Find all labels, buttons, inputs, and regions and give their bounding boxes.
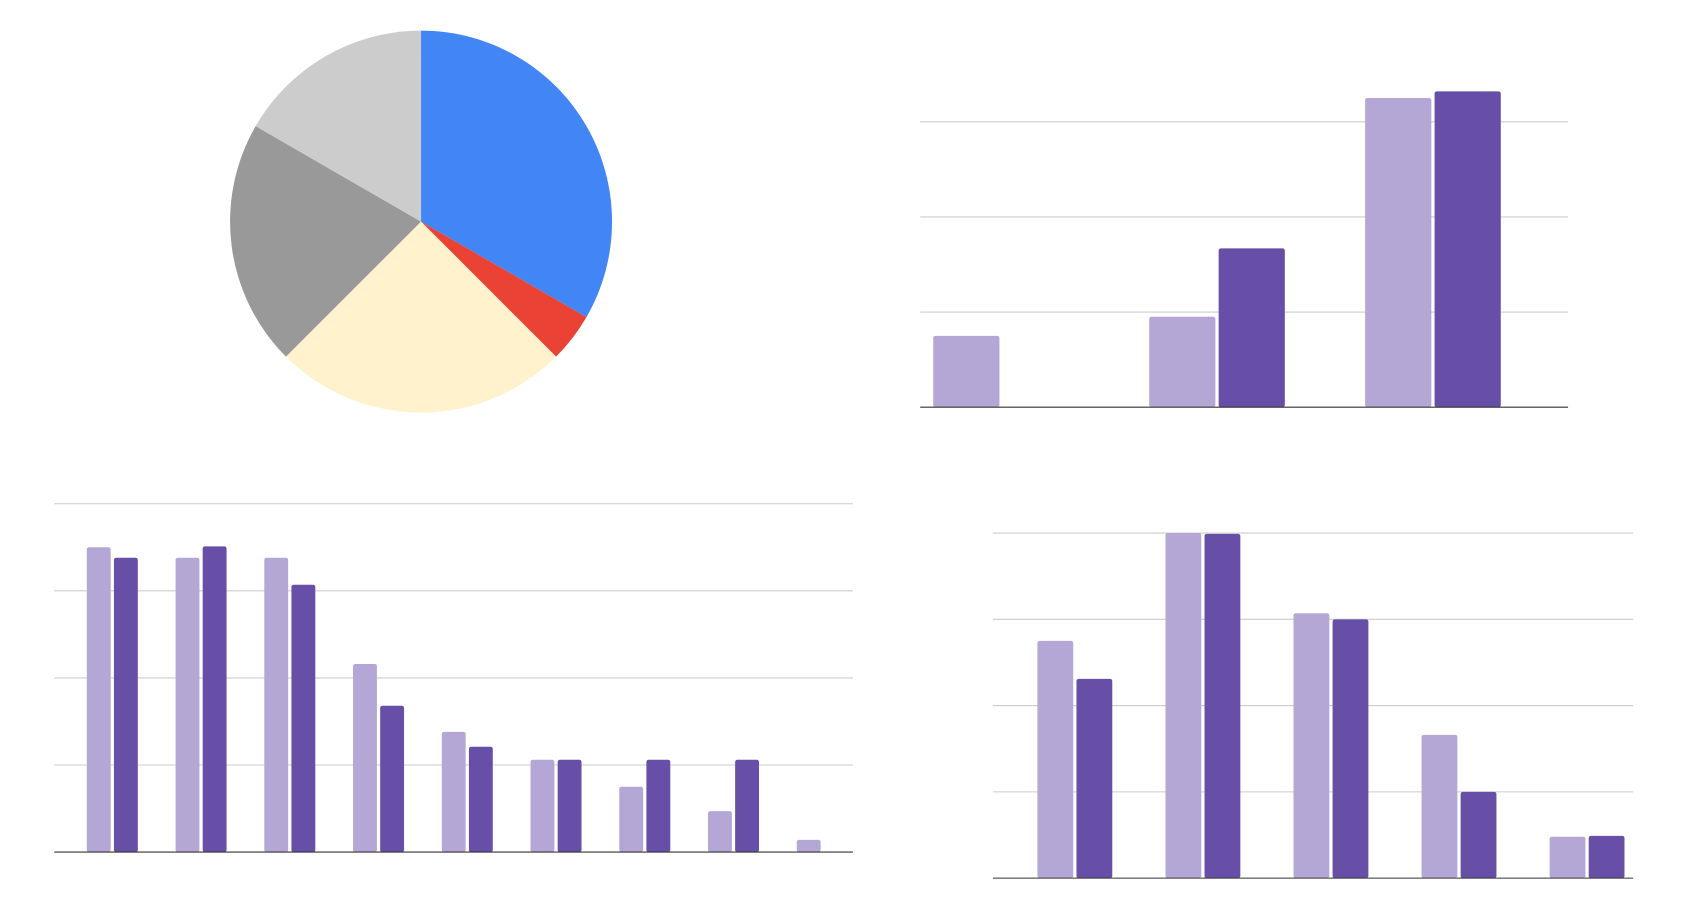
bar <box>796 839 821 853</box>
pie-slice <box>230 126 422 357</box>
bar <box>530 759 555 853</box>
bar <box>1588 835 1625 879</box>
bar <box>735 759 760 853</box>
bar <box>468 746 493 853</box>
bar <box>1037 640 1074 879</box>
bar <box>557 759 582 853</box>
bar <box>380 705 405 853</box>
bar <box>202 546 227 853</box>
bar <box>1421 734 1458 879</box>
bar <box>291 584 316 853</box>
pie-slice <box>421 30 613 318</box>
bar <box>175 557 200 853</box>
bar <box>1218 248 1285 408</box>
bar <box>113 557 138 853</box>
bar <box>353 663 377 853</box>
bar <box>619 786 644 853</box>
bar <box>1332 619 1369 879</box>
bar <box>1165 533 1202 879</box>
bar <box>1293 613 1330 879</box>
bar <box>1365 98 1432 408</box>
bar <box>1434 91 1501 408</box>
bar <box>933 335 1000 408</box>
bar <box>441 731 466 853</box>
pie-slice <box>421 221 587 357</box>
bar <box>1149 316 1216 408</box>
bar <box>1076 678 1113 879</box>
bar <box>264 557 289 853</box>
bar <box>86 547 111 853</box>
pie-slice <box>255 30 422 222</box>
bar <box>708 811 732 853</box>
bar <box>646 759 671 853</box>
bar <box>1460 791 1497 879</box>
bar <box>1204 533 1241 879</box>
bar <box>1549 836 1586 879</box>
pie-slice <box>285 221 557 413</box>
